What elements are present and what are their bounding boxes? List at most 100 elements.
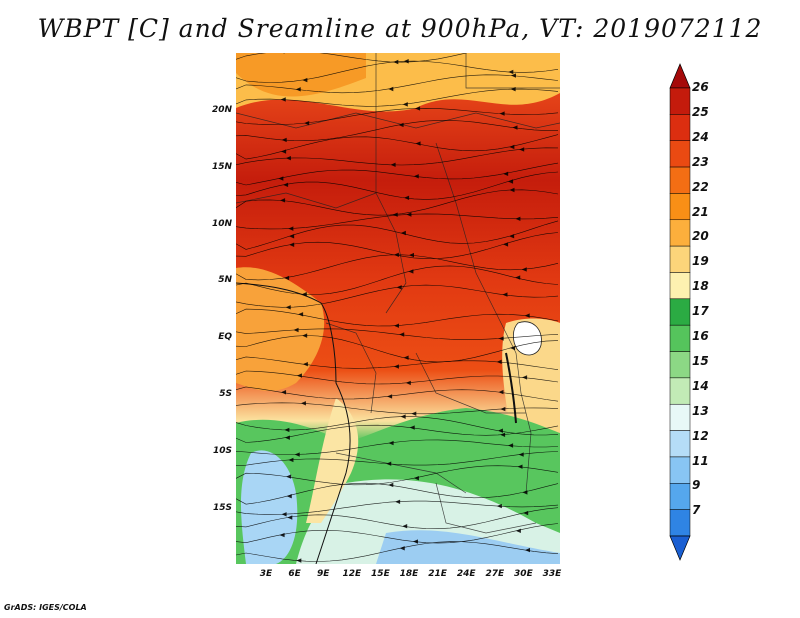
stream-arrow	[524, 313, 530, 318]
stream-arrow	[500, 432, 506, 437]
colorbar-tick-label: 14	[692, 378, 709, 393]
stream-arrow	[398, 122, 404, 128]
stream-arrow	[405, 380, 411, 386]
stream-arrow	[288, 226, 294, 231]
stream-arrow	[298, 312, 304, 317]
stream-arrow	[302, 77, 308, 83]
stream-arrow	[510, 345, 516, 351]
stream-arrow	[395, 499, 401, 504]
colorbar-tick-label: 22	[692, 179, 709, 194]
lon-label: 12E	[342, 569, 362, 579]
streamline	[236, 134, 559, 160]
country-borders	[236, 53, 560, 534]
stream-arrow	[413, 174, 419, 179]
lat-label: 10N	[211, 218, 232, 229]
stream-arrow	[296, 558, 302, 563]
colorbar-segment	[669, 403, 691, 431]
stream-arrow	[278, 176, 284, 181]
lon-label: 21E	[428, 569, 447, 579]
grads-credit: GrADS: IGES/COLA	[4, 603, 87, 612]
colorbar-tick-label: 21	[692, 204, 709, 219]
lon-label: 33E	[542, 569, 562, 579]
coast-yellow	[306, 398, 359, 523]
stream-arrow	[396, 285, 402, 290]
colorbar-segment	[669, 456, 691, 484]
colorbar-segment	[669, 87, 691, 115]
streamline	[236, 451, 559, 467]
colorbar-segment	[669, 509, 691, 537]
lon-label: 24E	[456, 569, 476, 579]
stream-arrow	[295, 87, 301, 92]
streamline	[236, 328, 559, 340]
streamline	[236, 220, 559, 250]
stream-arrow	[509, 234, 515, 239]
colorbar-segment	[669, 324, 691, 352]
stream-arrow	[388, 482, 394, 488]
colorbar	[669, 63, 691, 561]
stream-arrow	[502, 292, 508, 297]
stream-arrow	[281, 149, 287, 154]
colorbar-segment	[669, 483, 691, 510]
lake-tanganyika	[505, 352, 517, 424]
northwest-orange	[236, 53, 366, 97]
stream-arrow	[403, 59, 409, 64]
stream-arrow	[281, 137, 287, 143]
stream-arrow	[390, 162, 396, 168]
colorbar-segment	[669, 140, 691, 168]
lon-label: 15E	[371, 569, 390, 579]
stream-arrow	[284, 427, 290, 433]
colorbar-tick-label: 17	[692, 304, 709, 319]
lat-label: 20N	[211, 105, 232, 115]
stream-arrow	[523, 510, 529, 516]
stream-arrow	[409, 425, 415, 430]
stream-arrow	[287, 515, 293, 520]
lat-label: 10S	[212, 445, 232, 456]
lon-label: 6E	[288, 569, 301, 579]
stream-arrow	[415, 106, 421, 111]
stream-arrow	[496, 359, 502, 365]
stream-arrow	[280, 97, 286, 102]
stream-arrow	[285, 155, 291, 161]
colorbar-segment	[669, 298, 691, 326]
colorbar-segment	[669, 245, 691, 273]
lon-label: 9E	[316, 569, 330, 579]
colorbar-tick-label: 16	[692, 329, 709, 343]
lon-label: 27E	[485, 569, 505, 579]
colorbar-tick-label: 26	[692, 80, 709, 94]
stream-arrow	[498, 389, 504, 395]
stream-arrow	[515, 528, 521, 534]
stream-arrow	[293, 327, 299, 333]
stream-arrow	[499, 111, 505, 116]
colorbar-tick-label: 13	[692, 403, 709, 418]
streamline	[236, 439, 559, 455]
stream-arrow	[289, 242, 295, 247]
stream-arrow	[302, 361, 308, 367]
stream-arrow	[503, 171, 509, 177]
stream-arrow	[280, 198, 286, 203]
stream-arrow	[388, 440, 394, 446]
stream-arrow	[412, 539, 418, 544]
lat-label: 15N	[211, 161, 232, 172]
colorbar-segment	[669, 219, 691, 247]
stream-arrow	[393, 59, 399, 65]
stream-arrow	[386, 461, 392, 466]
lon-label: 30E	[514, 569, 533, 579]
stream-arrow	[411, 411, 417, 416]
colorbar-top-arrow	[669, 63, 691, 89]
stream-arrow	[515, 216, 521, 221]
stream-arrow	[288, 457, 294, 463]
colorbar-segment	[669, 430, 691, 458]
streamline	[236, 370, 559, 385]
stream-arrow	[281, 390, 287, 395]
stream-arrow	[515, 275, 521, 280]
stream-arrow	[284, 275, 290, 281]
stream-arrow	[283, 182, 289, 188]
stream-arrow	[294, 452, 300, 457]
stream-arrow	[286, 474, 292, 479]
stream-arrow	[393, 252, 399, 257]
stream-arrow	[406, 212, 412, 217]
stream-arrow	[399, 546, 405, 551]
colorbar-segment	[669, 114, 691, 141]
stream-arrow	[508, 443, 514, 448]
streamline	[236, 523, 559, 544]
